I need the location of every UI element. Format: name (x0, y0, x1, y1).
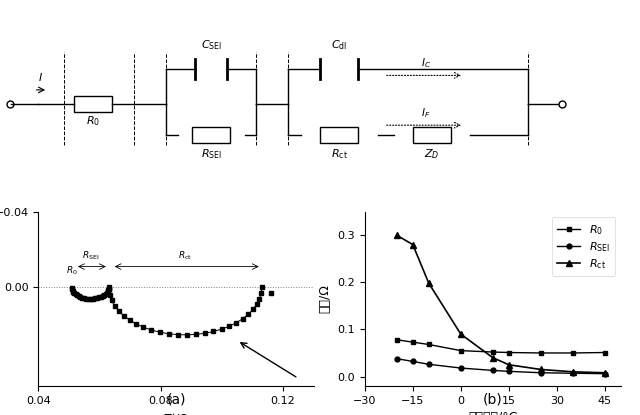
X-axis label: $Z'/\Omega$: $Z'/\Omega$ (162, 411, 190, 415)
$R_{\rm ct}$ (537, 367, 545, 372)
Bar (413, 127, 451, 143)
Text: $R_{\rm ct}$: $R_{\rm ct}$ (178, 249, 192, 262)
$R_{\rm ct}$ (489, 355, 497, 360)
Line: $R_0$: $R_0$ (394, 337, 607, 355)
Text: $R_0$: $R_0$ (86, 115, 100, 128)
$R_{\rm SEI}$ (489, 368, 497, 373)
$R_{\rm ct}$ (425, 281, 433, 286)
$R_{\rm ct}$ (393, 233, 401, 238)
X-axis label: 环境温度/°C: 环境温度/°C (468, 411, 518, 415)
$R_0$ (505, 350, 513, 355)
Text: $R_0$: $R_0$ (66, 265, 78, 277)
$R_{\rm SEI}$ (425, 362, 433, 367)
Bar (320, 127, 358, 143)
Bar (192, 127, 230, 143)
Text: (b): (b) (483, 392, 502, 406)
Text: $C_{\rm SEI}$: $C_{\rm SEI}$ (201, 39, 221, 52)
$R_0$ (489, 349, 497, 354)
Text: $I_C$: $I_C$ (420, 56, 431, 69)
Line: $R_{\rm SEI}$: $R_{\rm SEI}$ (394, 356, 607, 376)
$R_{\rm ct}$ (457, 332, 465, 337)
$R_{\rm SEI}$ (457, 366, 465, 371)
$R_{\rm SEI}$ (569, 371, 577, 376)
Text: (a): (a) (166, 392, 186, 406)
$R_0$ (409, 339, 417, 344)
$R_0$ (537, 351, 545, 356)
Bar (74, 96, 112, 112)
$R_{\rm ct}$ (601, 370, 609, 375)
Text: $C_{\rm dl}$: $C_{\rm dl}$ (331, 39, 348, 52)
$R_0$ (425, 342, 433, 347)
$R_{\rm ct}$ (409, 242, 417, 247)
$R_{\rm SEI}$ (537, 370, 545, 375)
$R_0$ (569, 351, 577, 356)
$R_{\rm SEI}$ (601, 371, 609, 376)
Text: $Z_D$: $Z_D$ (424, 147, 440, 161)
$R_{\rm SEI}$ (409, 359, 417, 364)
Text: $R_{\rm ct}$: $R_{\rm ct}$ (331, 147, 348, 161)
$R_{\rm ct}$ (505, 362, 513, 367)
Line: $R_{\rm ct}$: $R_{\rm ct}$ (394, 232, 608, 376)
$R_{\rm SEI}$ (505, 369, 513, 374)
Legend: $R_0$, $R_{\rm SEI}$, $R_{\rm ct}$: $R_0$, $R_{\rm SEI}$, $R_{\rm ct}$ (552, 217, 615, 276)
$R_{\rm SEI}$ (393, 356, 401, 361)
Text: $R_{\rm SEI}$: $R_{\rm SEI}$ (201, 147, 221, 161)
$R_0$ (457, 348, 465, 353)
$R_{\rm ct}$ (569, 369, 577, 374)
$R_0$ (601, 350, 609, 355)
Text: $R_{\rm SEI}$: $R_{\rm SEI}$ (82, 249, 99, 262)
Text: $I$: $I$ (38, 71, 42, 83)
Text: $I_F$: $I_F$ (421, 106, 430, 120)
$R_0$ (393, 337, 401, 342)
Y-axis label: 阻値/Ω: 阻値/Ω (319, 284, 332, 313)
